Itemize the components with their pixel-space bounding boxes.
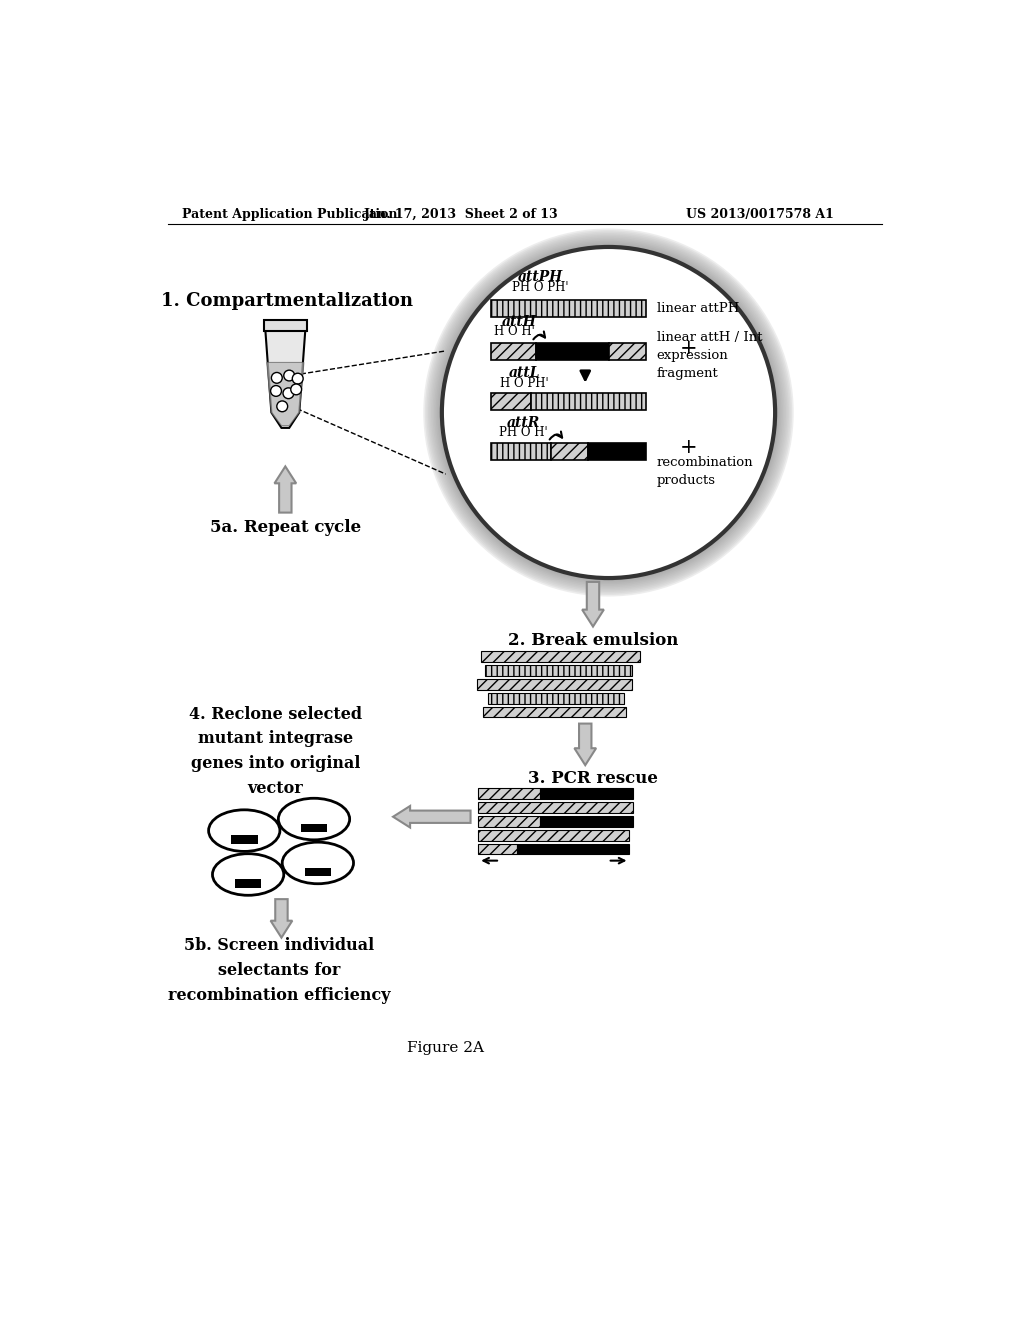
Text: attPH: attPH — [518, 271, 563, 284]
Bar — [490, 343, 536, 360]
Text: US 2013/0017578 A1: US 2013/0017578 A1 — [686, 209, 834, 222]
Bar — [483, 706, 627, 718]
Ellipse shape — [431, 236, 786, 589]
Ellipse shape — [423, 228, 794, 597]
Ellipse shape — [426, 231, 791, 594]
Text: 1. Compartmentalization: 1. Compartmentalization — [161, 292, 413, 310]
Text: recombination
products: recombination products — [656, 455, 754, 487]
Circle shape — [284, 370, 295, 381]
Polygon shape — [265, 327, 305, 428]
Text: 3. PCR rescue: 3. PCR rescue — [528, 770, 658, 787]
Text: H O PH': H O PH' — [501, 376, 549, 389]
Text: attH: attH — [502, 314, 537, 329]
Ellipse shape — [437, 243, 779, 582]
Bar — [301, 824, 328, 833]
Text: linear attH / Int
expression
fragment: linear attH / Int expression fragment — [656, 331, 762, 380]
Ellipse shape — [279, 799, 349, 840]
Polygon shape — [274, 466, 296, 512]
Polygon shape — [393, 807, 471, 828]
Polygon shape — [574, 723, 596, 766]
Bar — [477, 678, 632, 689]
Ellipse shape — [429, 235, 787, 590]
Bar — [488, 693, 624, 704]
Bar — [478, 803, 633, 813]
Bar — [551, 444, 588, 461]
Polygon shape — [266, 363, 304, 425]
Bar — [588, 444, 646, 461]
Text: Figure 2A: Figure 2A — [408, 1040, 484, 1055]
Polygon shape — [270, 899, 292, 937]
Text: 5b. Screen individual
selectants for
recombination efficiency: 5b. Screen individual selectants for rec… — [168, 937, 390, 1005]
Circle shape — [291, 384, 302, 395]
Bar — [490, 444, 551, 461]
Ellipse shape — [434, 239, 783, 586]
Bar — [478, 830, 630, 841]
Circle shape — [276, 401, 288, 412]
Ellipse shape — [283, 842, 353, 884]
Text: 5a. Repeat cycle: 5a. Repeat cycle — [210, 520, 360, 536]
Text: Jan. 17, 2013  Sheet 2 of 13: Jan. 17, 2013 Sheet 2 of 13 — [364, 209, 558, 222]
Text: H O H': H O H' — [494, 325, 535, 338]
Ellipse shape — [425, 230, 793, 595]
Circle shape — [271, 372, 283, 383]
Text: PH O PH': PH O PH' — [512, 281, 568, 294]
Bar — [609, 343, 646, 360]
Bar — [230, 836, 258, 843]
Ellipse shape — [435, 240, 781, 585]
Circle shape — [270, 385, 282, 396]
Bar — [478, 843, 517, 854]
Bar — [541, 788, 633, 799]
Text: 4. Reclone selected
mutant integrase
genes into original
vector: 4. Reclone selected mutant integrase gen… — [188, 706, 361, 797]
Bar — [480, 651, 640, 663]
Polygon shape — [583, 582, 604, 627]
Bar — [304, 867, 331, 876]
Text: Patent Application Publication: Patent Application Publication — [182, 209, 397, 222]
Bar — [234, 879, 261, 888]
Bar — [541, 816, 633, 826]
Text: attR: attR — [507, 416, 540, 429]
Ellipse shape — [438, 244, 778, 581]
Text: 2. Break emulsion: 2. Break emulsion — [508, 632, 678, 649]
Ellipse shape — [440, 246, 776, 579]
Circle shape — [283, 388, 294, 399]
Text: attL: attL — [509, 366, 541, 380]
Bar — [484, 665, 632, 676]
Ellipse shape — [209, 809, 280, 851]
Bar — [517, 843, 630, 854]
Text: PH O H': PH O H' — [499, 426, 548, 440]
Bar — [478, 816, 541, 826]
Ellipse shape — [212, 854, 284, 895]
Text: +: + — [680, 339, 697, 358]
Bar — [478, 788, 541, 799]
Text: +: + — [680, 438, 697, 458]
Circle shape — [292, 374, 303, 384]
Text: linear attPH: linear attPH — [656, 302, 739, 315]
Bar — [536, 343, 609, 360]
Bar — [490, 393, 531, 411]
Bar — [490, 300, 646, 317]
Ellipse shape — [442, 247, 775, 578]
Bar — [531, 393, 646, 411]
Ellipse shape — [428, 234, 790, 591]
Ellipse shape — [432, 238, 784, 587]
Bar — [263, 321, 307, 331]
